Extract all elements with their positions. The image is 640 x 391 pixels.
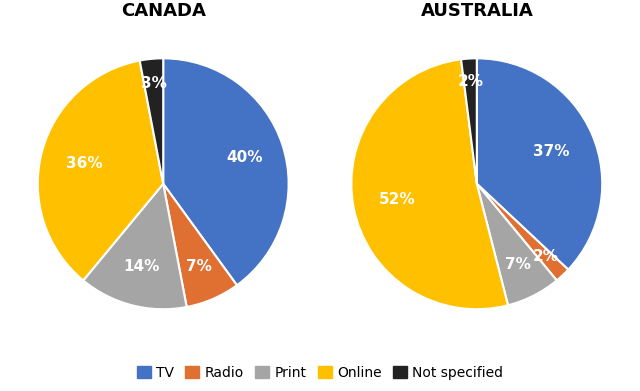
Wedge shape [163, 184, 237, 307]
Title: CANADA: CANADA [121, 2, 205, 20]
Legend: TV, Radio, Print, Online, Not specified: TV, Radio, Print, Online, Not specified [132, 362, 508, 384]
Text: 37%: 37% [533, 144, 570, 159]
Text: 36%: 36% [66, 156, 102, 171]
Text: 14%: 14% [124, 259, 160, 274]
Wedge shape [83, 184, 187, 309]
Text: 2%: 2% [532, 249, 559, 264]
Text: 2%: 2% [458, 74, 483, 89]
Title: AUSTRALIA: AUSTRALIA [420, 2, 533, 20]
Wedge shape [140, 58, 163, 184]
Text: 7%: 7% [186, 259, 212, 274]
Wedge shape [477, 184, 557, 305]
Wedge shape [461, 58, 477, 184]
Text: 52%: 52% [378, 192, 415, 206]
Text: 7%: 7% [505, 257, 531, 272]
Text: 40%: 40% [226, 150, 262, 165]
Wedge shape [351, 59, 508, 309]
Wedge shape [477, 58, 602, 270]
Wedge shape [163, 58, 289, 285]
Wedge shape [38, 61, 163, 280]
Wedge shape [477, 184, 568, 280]
Text: 3%: 3% [141, 76, 166, 91]
